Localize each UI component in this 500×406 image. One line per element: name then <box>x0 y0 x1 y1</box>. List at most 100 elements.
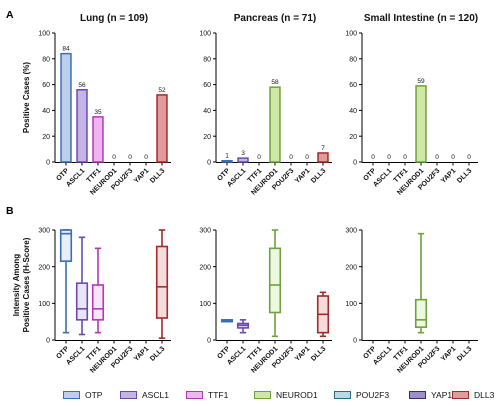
legend-label: OTP <box>85 390 103 400</box>
chart-0-title: Lung (n = 109) <box>80 13 148 24</box>
chart-1-ytick-label: 100 <box>199 31 211 38</box>
chart-0-bar-ascl1 <box>76 89 88 163</box>
chart-3-ytick-label: 0 <box>46 338 50 345</box>
legend-label: DLL3 <box>474 390 495 400</box>
chart-0-data-label: 84 <box>62 46 70 53</box>
chart-0-ytick-label: 60 <box>42 82 50 89</box>
chart-0-data-label: 56 <box>78 82 86 89</box>
chart-3-category-label: YAP1 <box>133 345 151 363</box>
chart-3-box-ascl1 <box>75 282 89 321</box>
chart-0-ytick-label: 100 <box>38 31 50 38</box>
legend-swatch <box>120 391 137 399</box>
chart-4-box-neurod1 <box>268 247 282 314</box>
chart-1-bar-neurod1 <box>269 86 281 163</box>
chart-2-data-label: 0 <box>467 154 471 161</box>
chart-4-ytick-label: 300 <box>199 228 211 235</box>
chart-0-ytick-label: 20 <box>42 134 50 141</box>
chart-0-bar-ttf1 <box>92 116 104 163</box>
chart-3-ytick-label: 200 <box>38 264 50 271</box>
chart-5-ytick-label: 100 <box>345 301 357 308</box>
chart-1-ytick-label: 40 <box>203 108 211 115</box>
chart-2-data-label: 59 <box>417 78 425 85</box>
legend-swatch <box>409 391 426 399</box>
chart-4-ytick-label: 0 <box>207 338 211 345</box>
legend-swatch <box>254 391 271 399</box>
chart-0-ytick-label: 0 <box>46 160 50 167</box>
chart-2-data-label: 0 <box>451 154 455 161</box>
chart-2-ytick-label: 60 <box>349 82 357 89</box>
chart-1-data-label: 3 <box>241 150 245 157</box>
chart-0-category-label: DLL3 <box>149 167 166 184</box>
chart-1-ytick-label: 0 <box>207 160 211 167</box>
chart-0-ylabel: Positive Cases (%) <box>22 62 31 133</box>
legend-label: NEUROD1 <box>276 390 318 400</box>
chart-1-title: Pancreas (n = 71) <box>234 13 317 24</box>
legend: OTP ASCL1 TTF1 NEUROD1 POU2F3 YAP1 DLL3 <box>0 386 500 404</box>
chart-0-category-label: YAP1 <box>133 167 151 185</box>
chart-0-ytick-label: 40 <box>42 108 50 115</box>
chart-0-bar-dll3 <box>156 94 168 163</box>
chart-5-box-neurod1 <box>414 298 428 328</box>
chart-1-data-label: 1 <box>225 153 229 160</box>
chart-3-category-label: DLL3 <box>149 345 166 362</box>
chart-1-ytick-label: 60 <box>203 82 211 89</box>
legend-swatch <box>452 391 469 399</box>
chart-2-ytick-label: 20 <box>349 134 357 141</box>
chart-1-bar-ascl1 <box>237 157 249 163</box>
chart-1-category-label: YAP1 <box>294 167 312 185</box>
chart-2-data-label: 0 <box>403 154 407 161</box>
chart-4-category-label: DLL3 <box>310 345 327 362</box>
chart-0-data-label: 0 <box>144 154 148 161</box>
chart-2-data-label: 0 <box>387 154 391 161</box>
chart-3-box-otp <box>59 229 73 262</box>
panel-letter-a: A <box>6 9 14 21</box>
chart-5-ytick-label: 0 <box>353 338 357 345</box>
chart-1-ytick-label: 20 <box>203 134 211 141</box>
chart-2-bar-neurod1 <box>415 85 427 163</box>
chart-0-data-label: 0 <box>112 154 116 161</box>
chart-1-data-label: 0 <box>305 154 309 161</box>
chart-2-title: Small Intestine (n = 120) <box>364 13 478 24</box>
chart-1-category-label: DLL3 <box>310 167 327 184</box>
chart-5-category-label: YAP1 <box>440 345 458 363</box>
chart-4-ytick-label: 100 <box>199 301 211 308</box>
legend-label: POU2F3 <box>356 390 390 400</box>
legend-swatch <box>334 391 351 399</box>
chart-1-data-label: 7 <box>321 145 325 152</box>
chart-2-data-label: 0 <box>435 154 439 161</box>
chart-1-bar-otp <box>221 159 233 163</box>
chart-2-category-label: YAP1 <box>440 167 458 185</box>
chart-3-ylabel-line-1: Intensity Among <box>12 254 21 316</box>
chart-2-ytick-label: 0 <box>353 160 357 167</box>
chart-1-data-label: 0 <box>289 154 293 161</box>
chart-0-data-label: 35 <box>94 109 102 116</box>
panel-letter-b: B <box>6 205 14 217</box>
chart-1-data-label: 58 <box>271 79 279 86</box>
chart-2-ytick-label: 40 <box>349 108 357 115</box>
legend-swatch <box>186 391 203 399</box>
chart-1-bar-dll3 <box>317 152 329 163</box>
chart-3-ylabel-line-2: Positive Cases (H-Score) <box>22 237 31 332</box>
chart-3-ytick-label: 100 <box>38 301 50 308</box>
legend-label: ASCL1 <box>142 390 169 400</box>
chart-3-box-ttf1 <box>91 284 105 321</box>
chart-5-ytick-label: 300 <box>345 228 357 235</box>
chart-2-ytick-label: 100 <box>345 31 357 38</box>
chart-0-bar-otp <box>60 52 72 163</box>
chart-2-data-label: 0 <box>371 154 375 161</box>
chart-4-ytick-label: 200 <box>199 264 211 271</box>
chart-3-box-dll3 <box>155 245 169 319</box>
legend-label: TTF1 <box>208 390 229 400</box>
chart-2-ytick-label: 80 <box>349 56 357 63</box>
legend-swatch <box>63 391 80 399</box>
chart-1-data-label: 0 <box>257 154 261 161</box>
chart-4-category-label: YAP1 <box>294 345 312 363</box>
chart-5-category-label: DLL3 <box>456 345 473 362</box>
chart-1-ytick-label: 80 <box>203 56 211 63</box>
chart-0-data-label: 0 <box>128 154 132 161</box>
chart-0-data-label: 52 <box>158 87 166 94</box>
legend-label: YAP1 <box>431 390 453 400</box>
chart-5-ytick-label: 200 <box>345 264 357 271</box>
chart-0-ytick-label: 80 <box>42 56 50 63</box>
